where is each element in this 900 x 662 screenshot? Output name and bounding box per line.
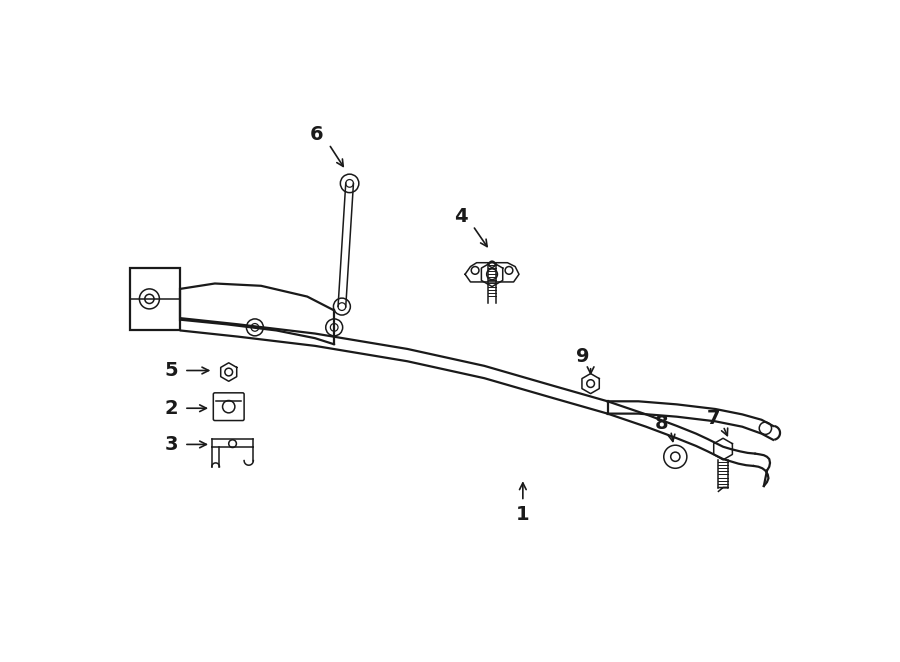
Text: 1: 1: [516, 505, 530, 524]
Text: 3: 3: [164, 435, 177, 454]
FancyBboxPatch shape: [130, 268, 180, 330]
Text: 5: 5: [164, 361, 178, 380]
Text: 2: 2: [164, 399, 178, 418]
Text: 4: 4: [454, 207, 468, 226]
Text: 9: 9: [576, 347, 590, 366]
FancyBboxPatch shape: [213, 393, 244, 420]
Text: 6: 6: [310, 125, 323, 144]
Text: 8: 8: [654, 414, 669, 433]
Text: 7: 7: [707, 408, 721, 428]
